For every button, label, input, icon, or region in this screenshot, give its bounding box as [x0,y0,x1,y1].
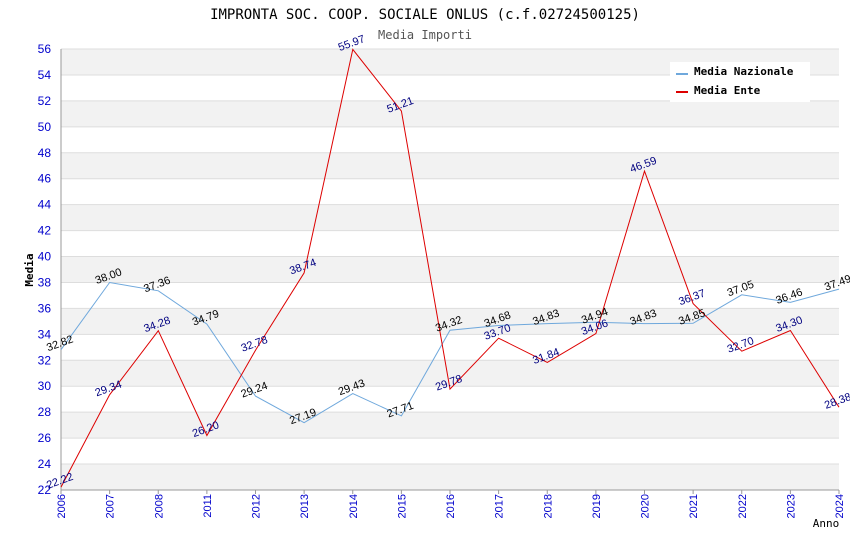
grid-band [61,282,839,309]
x-axis-ticks: 2006 2007 2008 2011 2012 2013 2014 2015 2016 2017… [56,490,846,518]
series-layer [60,48,840,488]
x-tick-label: 2019 [591,494,603,518]
x-tick-label: 2007 [105,494,117,518]
grid-band [61,438,839,465]
grid-band [61,100,839,127]
x-axis-label: Anno [813,517,840,530]
grid-band [61,464,839,490]
grid-band [61,126,839,153]
y-tick-label: 44 [38,198,52,212]
legend-box [670,62,810,102]
y-tick-label: 42 [38,224,52,238]
grid-band [61,360,839,387]
grid-band [61,178,839,205]
x-tick-label: 2012 [251,494,263,518]
x-tick-label: 2017 [494,494,506,518]
x-tick-label: 2015 [396,494,408,518]
y-tick-label: 48 [38,146,52,160]
x-tick-label: 2022 [737,494,749,518]
y-axis-label: Media [23,253,36,286]
grid-band [61,256,839,283]
chart-subtitle: Media Importi [378,28,472,42]
y-tick-label: 24 [38,457,52,471]
x-tick-label: 2016 [445,494,457,518]
x-tick-label: 2013 [299,494,311,518]
grid-band [61,152,839,179]
series-line-media-nazionale [60,281,840,424]
legend-label-ente: Media Ente [694,84,761,97]
grid-band [61,386,839,413]
y-tick-label: 40 [38,250,52,264]
y-tick-label: 32 [38,353,52,367]
grid-bands [61,48,839,491]
y-tick-label: 22 [38,483,52,497]
x-tick-label: 2024 [834,494,846,518]
y-axis-ticks: 22 24 26 28 30 32 34 36 38 40 42 44 46 48 50 52 54 56 [38,42,52,497]
grid-band [61,412,839,439]
y-tick-label: 36 [38,301,52,315]
y-tick-label: 52 [38,94,52,108]
y-tick-label: 54 [38,68,52,82]
x-tick-label: 2021 [688,494,700,518]
x-tick-label: 2011 [202,494,214,518]
grid-band [61,334,839,361]
series-line-media-ente [60,48,840,488]
y-tick-label: 46 [38,172,52,186]
y-tick-label: 38 [38,275,52,289]
x-tick-label: 2023 [785,494,797,518]
x-tick-label: 2020 [640,494,652,518]
legend-label-nazionale: Media Nazionale [694,65,794,78]
y-tick-label: 56 [38,42,52,56]
x-tick-label: 2006 [56,494,68,518]
y-tick-label: 28 [38,405,52,419]
grid-band [61,230,839,257]
y-tick-label: 34 [38,327,52,341]
chart-title: IMPRONTA SOC. COOP. SOCIALE ONLUS (c.f.0… [210,7,640,23]
x-tick-label: 2014 [348,494,360,518]
x-tick-label: 2018 [542,494,554,518]
legend: Media Nazionale Media Ente [670,62,810,102]
grid-band [61,204,839,231]
x-tick-label: 2008 [153,494,165,518]
y-tick-label: 30 [38,379,52,393]
y-tick-label: 50 [38,120,52,134]
y-tick-label: 26 [38,431,52,445]
